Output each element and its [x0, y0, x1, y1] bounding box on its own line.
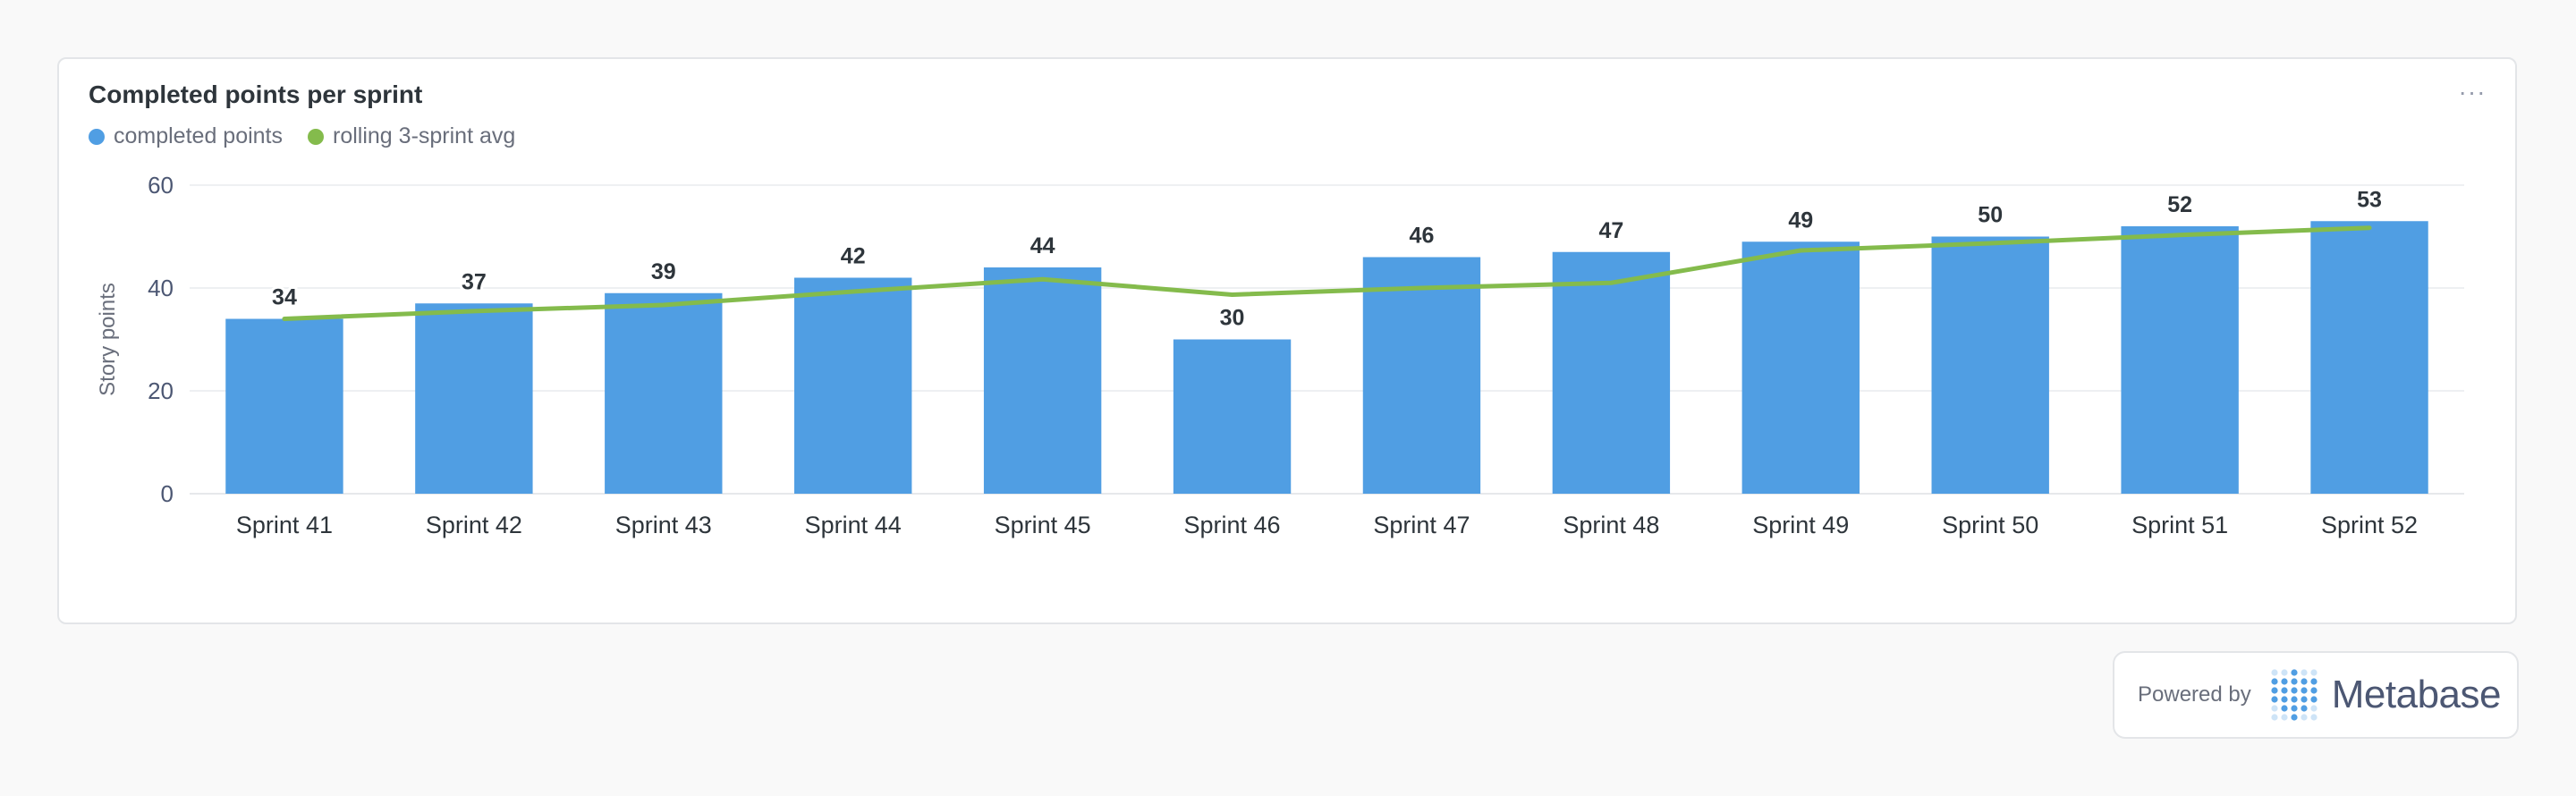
y-tick-label: 40: [148, 275, 174, 301]
y-axis-label: Story points: [96, 283, 120, 396]
x-tick-label: Sprint 46: [1184, 512, 1281, 538]
bar[interactable]: [225, 318, 343, 495]
bar[interactable]: [605, 292, 723, 494]
bar[interactable]: [1173, 339, 1292, 495]
x-tick-label: Sprint 48: [1563, 512, 1659, 538]
x-tick-label: Sprint 47: [1373, 512, 1470, 538]
bar[interactable]: [794, 277, 912, 495]
legend: completed points rolling 3-sprint avg: [89, 123, 540, 149]
legend-label: completed points: [114, 123, 284, 148]
bar[interactable]: [415, 303, 533, 494]
data-label: 53: [2357, 187, 2382, 212]
legend-item-completed-points[interactable]: completed points: [89, 123, 283, 149]
y-tick-label: 0: [161, 480, 174, 507]
data-label: 42: [841, 244, 866, 269]
y-tick-label: 60: [148, 172, 174, 199]
data-label: 52: [2167, 192, 2192, 217]
bar[interactable]: [1931, 236, 2049, 495]
data-label: 44: [1030, 233, 1055, 258]
x-tick-label: Sprint 41: [236, 512, 333, 538]
data-label: 30: [1220, 306, 1245, 331]
bar[interactable]: [2121, 226, 2239, 494]
y-tick-label: 20: [148, 377, 174, 404]
card-title[interactable]: Completed points per sprint: [89, 80, 423, 108]
bar[interactable]: [983, 267, 1102, 494]
x-tick-label: Sprint 43: [615, 512, 712, 538]
legend-dot: [308, 128, 325, 145]
legend-dot: [89, 128, 105, 145]
metabase-logo-icon: [2271, 669, 2318, 721]
bar[interactable]: [1741, 241, 1860, 494]
bar[interactable]: [1552, 251, 1671, 494]
data-label: 46: [1410, 224, 1435, 249]
data-label: 47: [1598, 218, 1623, 243]
more-options-icon[interactable]: ···: [2458, 78, 2487, 106]
data-label: 37: [462, 269, 487, 294]
series-line: [282, 225, 2372, 321]
data-label: 50: [1978, 203, 2003, 228]
powered-by-badge[interactable]: Powered by Metabase: [2113, 651, 2519, 739]
bar[interactable]: [2310, 221, 2428, 494]
legend-item-rolling-avg[interactable]: rolling 3-sprint avg: [308, 123, 515, 149]
powered-by-text: Powered by: [2138, 682, 2251, 707]
data-label: 49: [1788, 207, 1813, 233]
x-tick-label: Sprint 49: [1752, 512, 1849, 538]
data-label: 39: [651, 259, 676, 284]
bar-chart: 0 20 40 60 Story points 34 37 39 42 44 30 46 47 49 50 5…: [96, 172, 2464, 538]
legend-label: rolling 3-sprint avg: [333, 123, 516, 148]
x-tick-label: Sprint 44: [805, 512, 902, 538]
x-tick-label: Sprint 51: [2131, 512, 2228, 538]
bar[interactable]: [1362, 257, 1481, 495]
x-tick-label: Sprint 42: [426, 512, 522, 538]
metabase-wordmark: Metabase: [2331, 673, 2502, 716]
x-tick-label: Sprint 45: [995, 512, 1091, 538]
x-tick-label: Sprint 52: [2321, 512, 2418, 538]
data-label: 34: [272, 285, 297, 310]
x-tick-label: Sprint 50: [1942, 512, 2038, 538]
